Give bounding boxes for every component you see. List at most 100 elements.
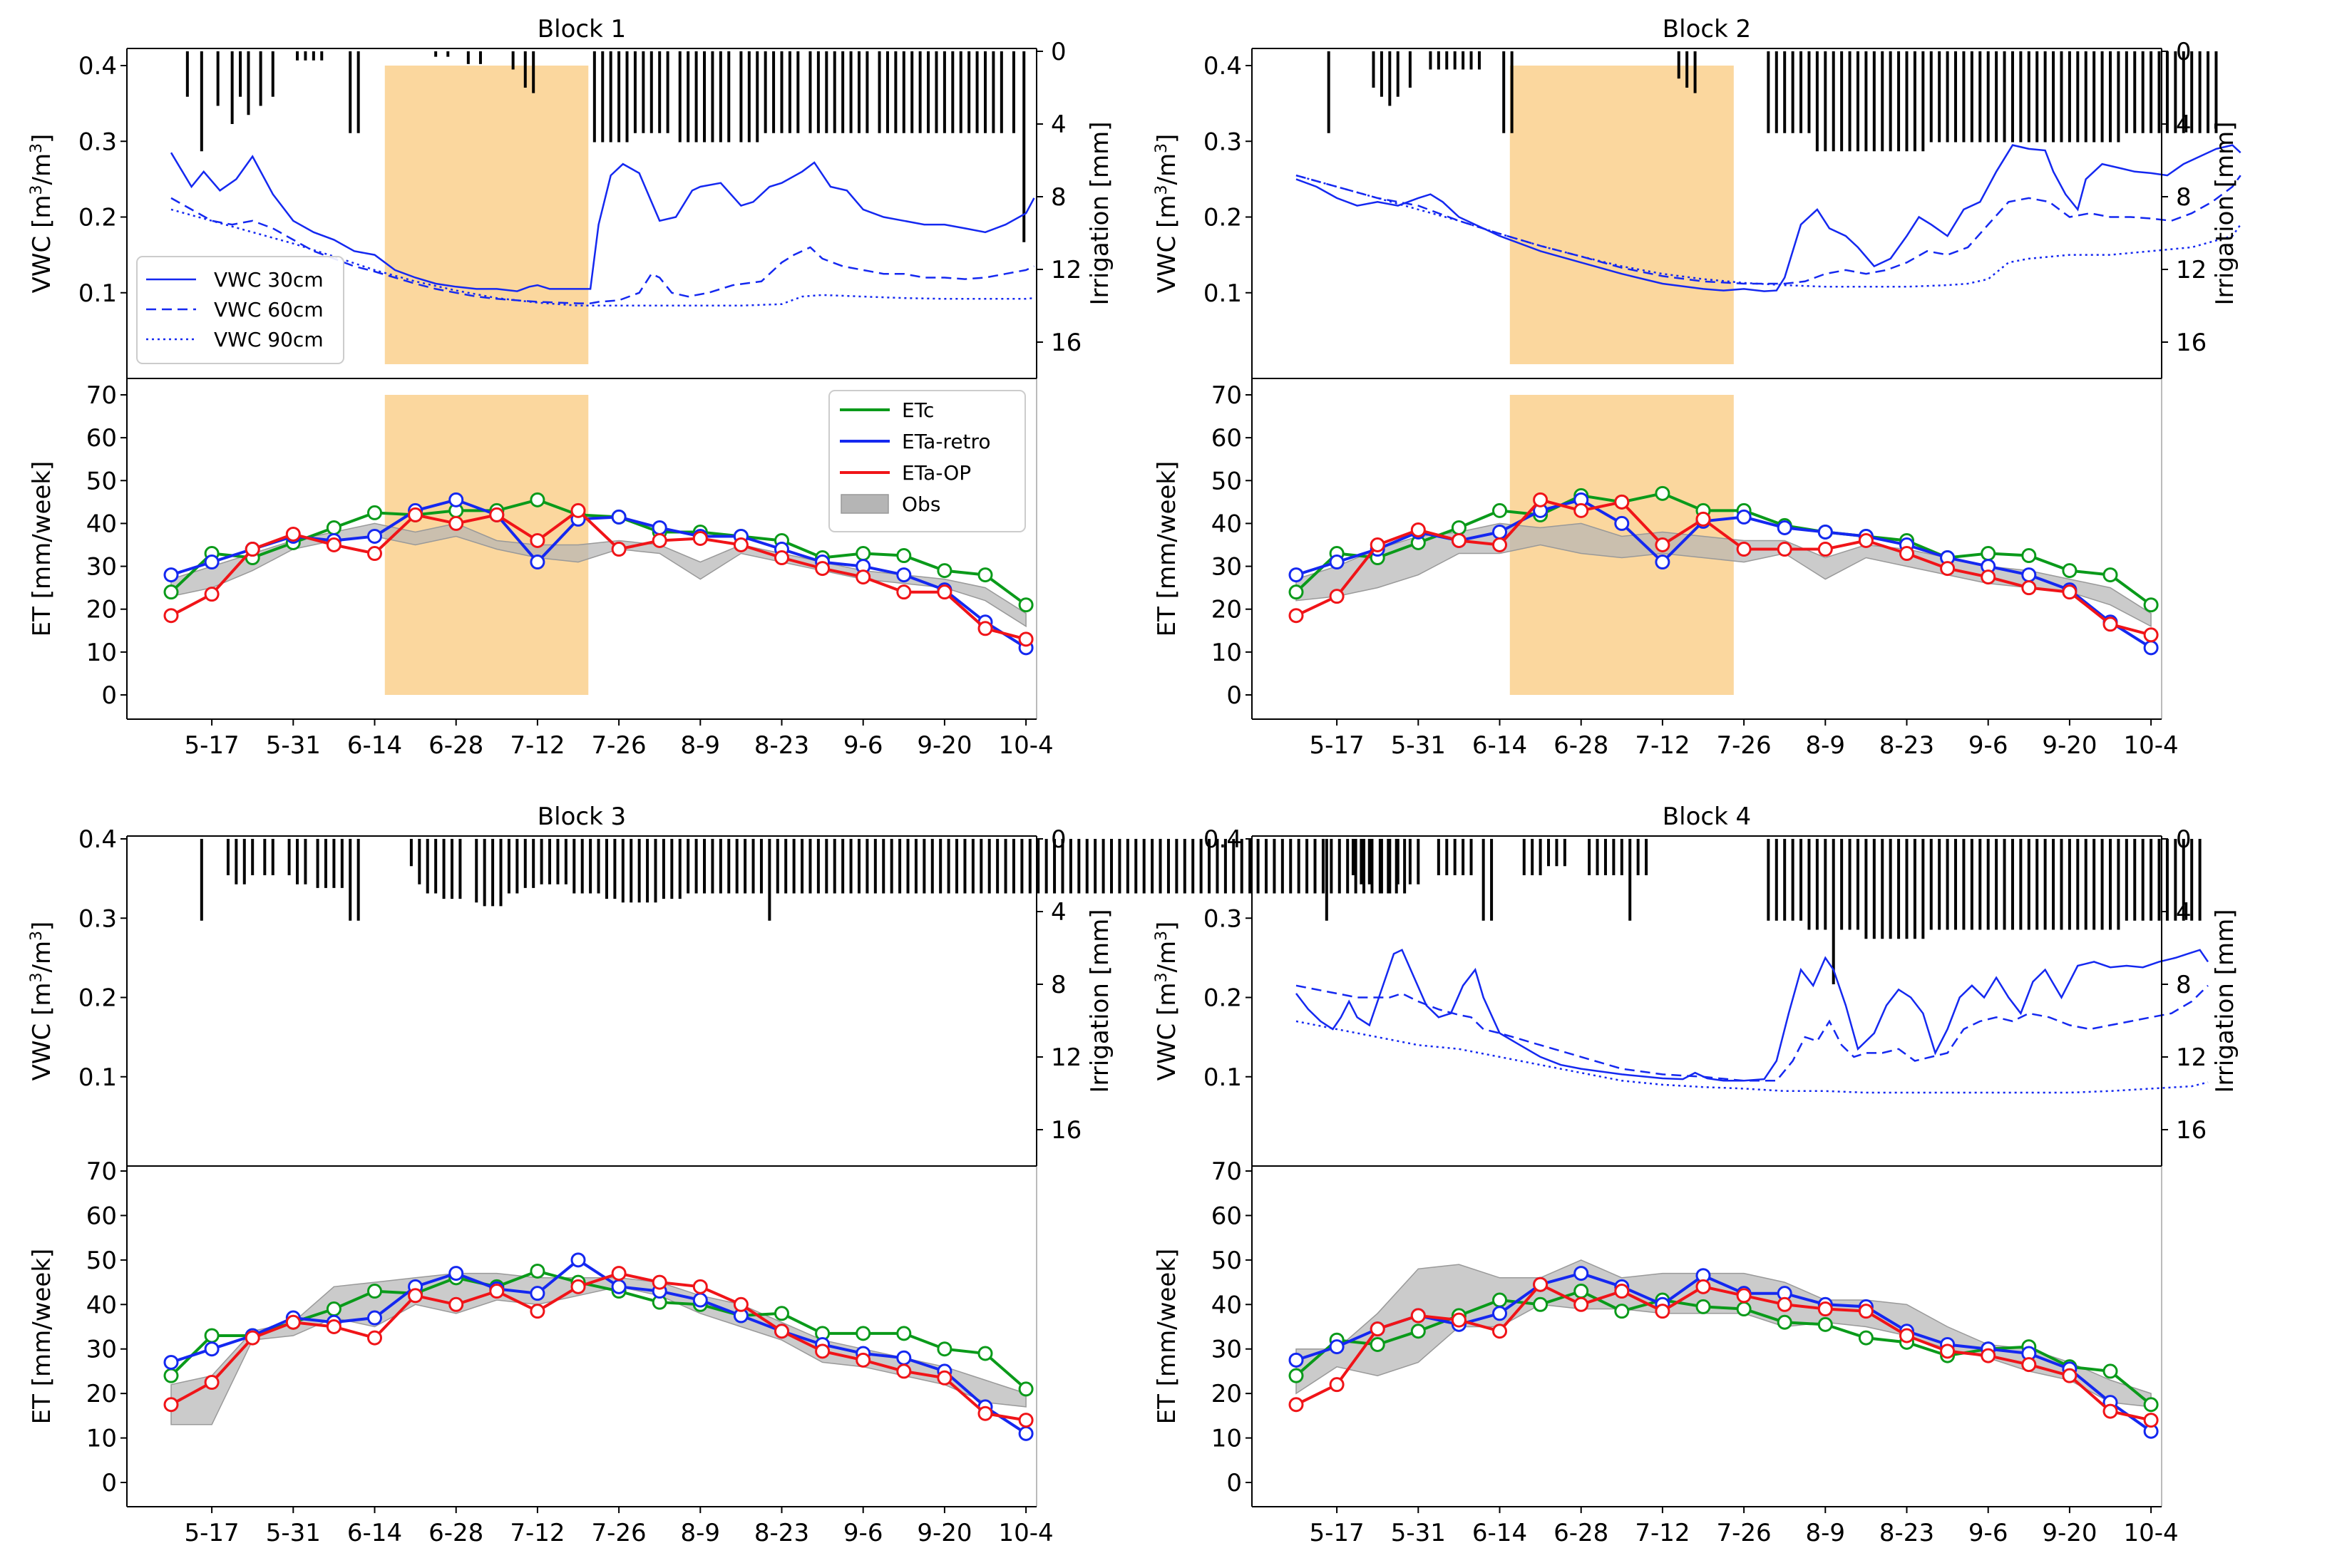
et-point-eta-op xyxy=(774,550,789,566)
irrigation-tick-label: 16 xyxy=(2176,329,2207,357)
x-tick-label: 5-31 xyxy=(1391,731,1446,760)
et-point-eta-retro xyxy=(1329,1339,1345,1355)
vwc-line-30cm xyxy=(170,152,1035,292)
et-point-eta-op xyxy=(1777,542,1792,557)
vwc-tick-label: 0.4 xyxy=(1203,52,1242,81)
et-point-etc xyxy=(1492,502,1507,518)
et-point-eta-op xyxy=(1573,502,1589,518)
vwc-line-90cm xyxy=(1295,1020,2209,1094)
et-point-eta-retro xyxy=(1288,567,1304,583)
et-legend-swatch xyxy=(841,494,889,514)
et-point-eta-op xyxy=(1940,561,1956,577)
irrigation-tick-label: 8 xyxy=(2176,183,2192,212)
et-tick-label: 0 xyxy=(1226,681,1242,710)
vwc-axis-label-part: ] xyxy=(1153,922,1181,931)
et-point-eta-op xyxy=(1288,1397,1304,1413)
x-tick-label: 6-14 xyxy=(1472,731,1527,760)
vwc-axis-label-part: VWC [m xyxy=(28,983,56,1081)
et-point-eta-op xyxy=(408,507,423,522)
et-tick-label: 40 xyxy=(1211,510,1242,538)
x-tick-label: 5-17 xyxy=(1310,1519,1365,1547)
et-point-eta-op xyxy=(937,1370,952,1386)
et-point-eta-op xyxy=(245,1330,260,1346)
vwc-tick-label: 0.2 xyxy=(1203,204,1242,232)
et-point-etc xyxy=(856,1326,871,1341)
et-point-eta-op xyxy=(1736,542,1752,557)
et-axis-label: ET [mm/week] xyxy=(1153,1249,1181,1425)
vwc-tick-label: 0.4 xyxy=(78,825,117,854)
et-point-etc xyxy=(163,1368,179,1383)
et-tick-label: 20 xyxy=(86,596,117,624)
vwc-line-30cm xyxy=(1295,144,2241,292)
vwc-axis-label-part: ] xyxy=(28,922,56,931)
et-point-etc xyxy=(1492,1292,1507,1308)
et-point-eta-op xyxy=(856,1352,871,1368)
et-point-etc xyxy=(2102,1363,2118,1379)
x-tick-label: 7-12 xyxy=(510,1519,565,1547)
et-point-eta-retro xyxy=(1777,520,1792,535)
et-point-etc xyxy=(1451,520,1467,535)
vwc-axis-label-part: 3 xyxy=(1153,143,1171,153)
et-line-etc xyxy=(170,1269,1027,1391)
vwc-tick-label: 0.4 xyxy=(1203,825,1242,854)
et-point-eta-op xyxy=(1018,631,1034,647)
irrigation-tick-label: 8 xyxy=(1051,183,1067,212)
et-point-etc xyxy=(774,1306,789,1321)
et-point-etc xyxy=(1777,1314,1792,1330)
et-tick-label: 0 xyxy=(101,1469,117,1497)
x-tick-label: 5-17 xyxy=(185,1519,240,1547)
et-point-eta-op xyxy=(611,1266,627,1281)
x-tick-label: 10-4 xyxy=(2124,1519,2179,1547)
et-point-eta-op xyxy=(489,507,505,522)
irrigation-tick-label: 4 xyxy=(1051,898,1067,927)
et-point-eta-op xyxy=(1329,589,1345,604)
x-tick-label: 7-12 xyxy=(1635,1519,1690,1547)
irrigation-tick-label: 12 xyxy=(1051,1043,1082,1072)
x-tick-label: 7-26 xyxy=(1717,1519,1772,1547)
et-point-etc xyxy=(1573,1284,1589,1299)
et-point-eta-op xyxy=(937,584,952,600)
et-point-eta-op xyxy=(163,608,179,624)
et-point-eta-op xyxy=(245,542,260,557)
et-point-eta-op xyxy=(774,1324,789,1339)
vwc-axis-label: VWC [m3/m3] xyxy=(28,922,57,1081)
x-tick-label: 5-31 xyxy=(266,731,321,760)
x-tick-label: 8-9 xyxy=(1806,731,1846,760)
vwc-tick-label: 0.3 xyxy=(78,904,117,933)
et-point-eta-retro xyxy=(530,555,545,570)
et-tick-label: 60 xyxy=(86,424,117,453)
et-point-eta-op xyxy=(1370,537,1385,552)
panel-title: Block 3 xyxy=(538,803,626,831)
x-tick-label: 7-12 xyxy=(510,731,565,760)
et-point-eta-op xyxy=(1981,569,1996,585)
irrigation-tick-label: 0 xyxy=(2176,825,2192,854)
et-point-eta-op xyxy=(570,502,586,518)
irrigation-tick-label: 0 xyxy=(1051,825,1067,854)
stress-period-vwc xyxy=(384,66,589,364)
et-tick-label: 0 xyxy=(101,681,117,710)
x-tick-label: 5-17 xyxy=(1310,731,1365,760)
et-line-eta-op xyxy=(1295,498,2152,636)
et-point-etc xyxy=(896,548,912,564)
et-point-eta-retro xyxy=(1288,1352,1304,1368)
vwc-axis-label-part: 3 xyxy=(28,973,46,983)
et-point-eta-op xyxy=(1940,1343,1956,1359)
x-tick-label: 6-14 xyxy=(347,1519,402,1547)
vwc-tick-label: 0.3 xyxy=(1203,128,1242,156)
et-legend-label: ETa-OP xyxy=(902,461,971,485)
et-point-eta-op xyxy=(1981,1348,1996,1363)
et-axis-label: ET [mm/week] xyxy=(28,461,56,637)
x-tick-label: 9-20 xyxy=(917,1519,972,1547)
x-tick-label: 9-6 xyxy=(1968,1519,2008,1547)
et-point-eta-retro xyxy=(1492,1306,1507,1321)
vwc-axis-label-part: 3 xyxy=(1153,185,1171,195)
et-tick-label: 70 xyxy=(86,381,117,410)
x-tick-label: 10-4 xyxy=(999,1519,1054,1547)
vwc-tick-label: 0.2 xyxy=(1203,984,1242,1013)
et-tick-label: 30 xyxy=(1211,1336,1242,1364)
et-point-eta-retro xyxy=(896,567,912,583)
vwc-axis-label-part: 3 xyxy=(28,143,46,153)
vwc-axis-label-part: VWC [m xyxy=(1153,983,1181,1081)
x-tick-label: 8-9 xyxy=(681,1519,721,1547)
vwc-axis-label: VWC [m3/m3] xyxy=(1153,922,1182,1081)
